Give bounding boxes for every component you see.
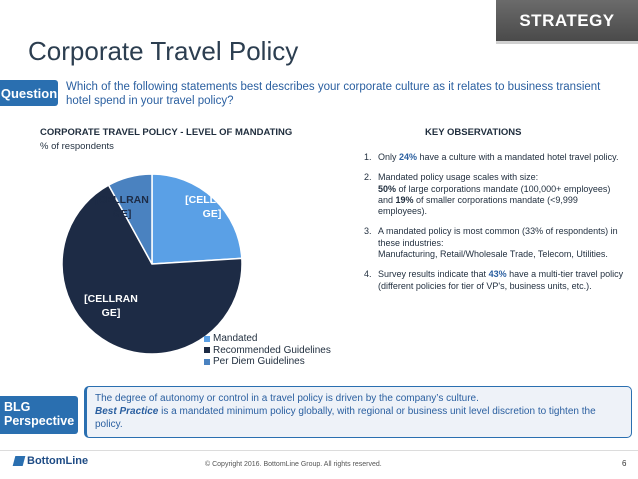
pie-label-recommended: [CELLRAN GE]: [84, 293, 138, 319]
chart-subtitle: % of respondents: [40, 141, 114, 152]
footer-divider: [0, 450, 638, 451]
observation-text: Survey results indicate that 43% have a …: [378, 269, 624, 291]
question-text: Which of the following statements best d…: [66, 81, 601, 107]
legend-swatch: [204, 358, 210, 365]
legend-item-mandated: Mandated: [204, 333, 331, 345]
pie-label-perdiem: [CELLRAN GE]: [95, 194, 149, 220]
observation-number: 3.: [364, 226, 372, 237]
legend-label: Mandated: [213, 333, 258, 344]
observation-text: Only 24% have a culture with a mandated …: [378, 152, 619, 162]
observation-item: 2. Mandated policy usage scales with siz…: [364, 172, 624, 217]
pie-slice-recommended: [61, 184, 243, 355]
legend-swatch: [204, 347, 210, 354]
observation-number: 1.: [364, 152, 372, 162]
legend-swatch: [204, 335, 210, 342]
logo-mark-icon: [12, 456, 26, 466]
page-number: 6: [622, 459, 627, 468]
pie-slice-mandated: [151, 173, 243, 265]
pie-slice-perdiem: [107, 173, 153, 265]
question-tag: Question: [0, 80, 58, 106]
company-logo: BottomLine: [12, 455, 88, 467]
legend-label: Recommended Guidelines: [213, 344, 331, 356]
pie-label-mandated: [CELLRAN GE]: [185, 194, 239, 220]
best-practice-label: Best Practice: [95, 406, 159, 417]
observation-item: 3. A mandated policy is most common (33%…: [364, 226, 624, 260]
observations-title: KEY OBSERVATIONS: [425, 127, 522, 138]
legend-item-recommended: Recommended Guidelines: [204, 345, 331, 357]
observation-number: 4.: [364, 269, 372, 280]
pie-chart: [61, 173, 243, 355]
observation-item: 4. Survey results indicate that 43% have…: [364, 269, 624, 292]
perspective-line1: The degree of autonomy or control in a t…: [95, 393, 479, 404]
chart-legend: Mandated Recommended Guidelines Per Diem…: [204, 333, 331, 368]
observation-text: A mandated policy is most common (33% of…: [378, 226, 618, 260]
blg-perspective-box: The degree of autonomy or control in a t…: [84, 386, 632, 438]
observations-list: 1. Only 24% have a culture with a mandat…: [364, 152, 624, 301]
copyright-text: © Copyright 2016. BottomLine Group. All …: [205, 461, 382, 468]
observation-number: 2.: [364, 172, 372, 183]
legend-label: Per Diem Guidelines: [213, 356, 305, 367]
observation-item: 1. Only 24% have a culture with a mandat…: [364, 152, 624, 163]
page-title: Corporate Travel Policy: [28, 36, 299, 66]
blg-perspective-tag: BLG Perspective: [0, 396, 78, 434]
best-practice-text: is a mandated minimum policy globally, w…: [95, 406, 596, 430]
chart-title: CORPORATE TRAVEL POLICY - LEVEL OF MANDA…: [40, 127, 293, 138]
strategy-tab: STRATEGY: [496, 0, 638, 44]
legend-item-perdiem: Per Diem Guidelines: [204, 356, 331, 368]
observation-text: Mandated policy usage scales with size: 5…: [378, 172, 611, 217]
